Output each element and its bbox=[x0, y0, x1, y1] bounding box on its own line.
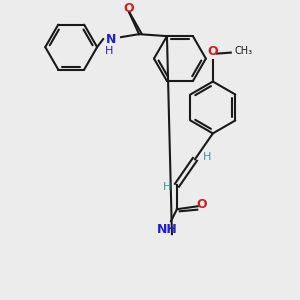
Text: CH₃: CH₃ bbox=[235, 46, 253, 56]
Text: H: H bbox=[203, 152, 211, 162]
Text: H: H bbox=[105, 46, 113, 56]
Text: N: N bbox=[106, 33, 116, 46]
Text: O: O bbox=[124, 2, 134, 15]
Text: O: O bbox=[196, 198, 207, 211]
Text: NH: NH bbox=[157, 223, 177, 236]
Text: H: H bbox=[163, 182, 171, 192]
Text: O: O bbox=[208, 45, 218, 58]
